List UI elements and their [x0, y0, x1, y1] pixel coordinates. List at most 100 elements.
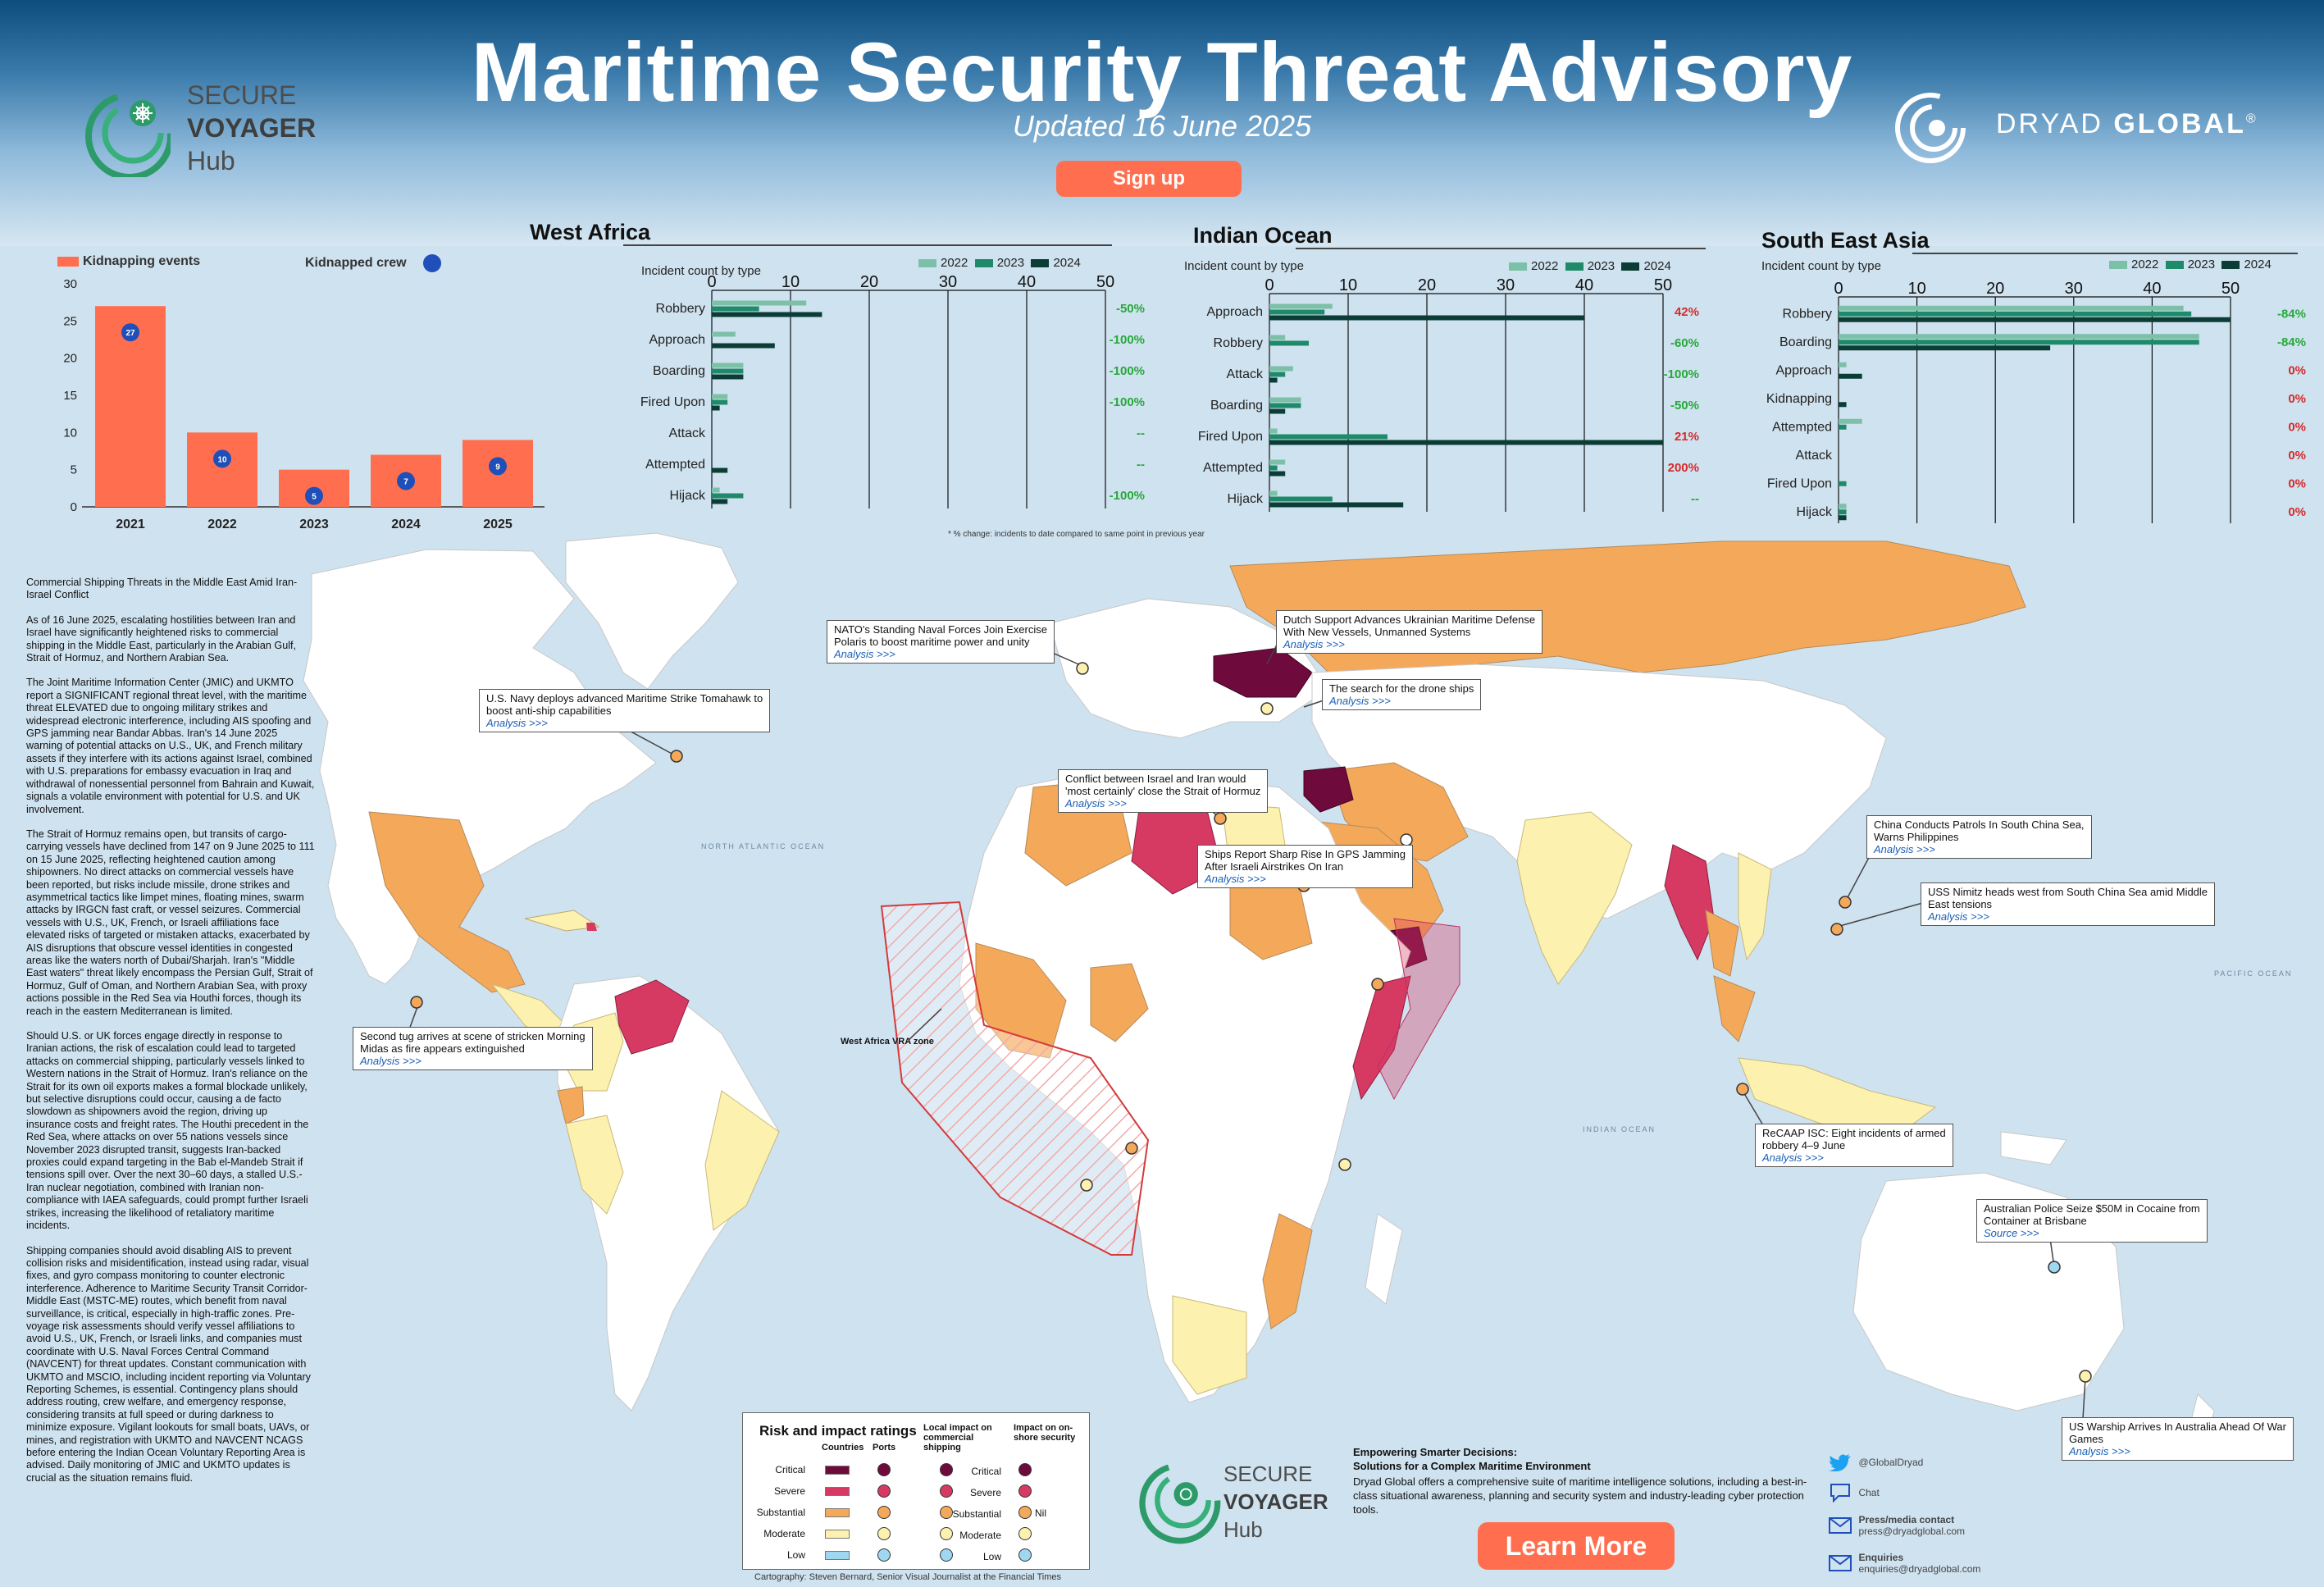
summary-heading: Commercial Shipping Threats in the Middl…	[26, 577, 298, 601]
news-us-warship[interactable]: US Warship Arrives In Australia Ahead Of…	[2062, 1417, 2294, 1461]
learn-more-button[interactable]: Learn More	[1478, 1522, 1675, 1570]
incident-bar	[712, 300, 807, 306]
land-se-asia	[1713, 975, 1756, 1042]
news-link[interactable]: Analysis >>>	[1283, 638, 1345, 650]
change-value: 0%	[2288, 449, 2306, 463]
land-europe	[1049, 598, 1329, 739]
level-low: Low	[786, 1549, 805, 1561]
land-brazil-coast	[704, 1090, 780, 1231]
x-tick-label: 0	[707, 273, 716, 291]
indian-ocean-title: Indian Ocean	[1193, 223, 1333, 248]
x-tick-label: 30	[939, 273, 957, 291]
news-link[interactable]: Analysis >>>	[834, 648, 895, 660]
cta-text: Empowering Smarter Decisions: Solutions …	[1353, 1446, 1807, 1516]
news-drone-ships[interactable]: The search for the drone ships Analysis >…	[1322, 679, 1482, 710]
x-tick-label: 50	[2221, 280, 2240, 298]
world-map: NORTH ATLANTIC OCEAN INDIAN OCEAN PACIFI…	[0, 525, 2324, 1587]
incident-bar	[712, 306, 759, 312]
change-value: --	[1691, 492, 1699, 506]
country-swatch-low	[825, 1551, 850, 1560]
press-contact[interactable]: Press/media contact press@dryadglobal.com	[1829, 1514, 1965, 1537]
news-brisbane-cocaine[interactable]: Australian Police Seize $50M in Cocaine …	[1976, 1199, 2208, 1243]
incident-bar	[1269, 397, 1301, 403]
shipping-icon-substantial	[940, 1506, 953, 1519]
secure-voyager-logo[interactable]: SECURE VOYAGER Hub	[72, 79, 316, 181]
connector-wa-zone	[908, 1008, 942, 1041]
incident-bar	[1269, 465, 1278, 471]
category-label: Attack	[669, 426, 706, 440]
news-hormuz[interactable]: Conflict between Israel and Iran would'm…	[1058, 769, 1269, 813]
onshore-icon-low	[1018, 1548, 1032, 1562]
news-link[interactable]: Analysis >>>	[2069, 1445, 2130, 1457]
kidnap-y-tick: 0	[71, 500, 77, 514]
incident-bar	[712, 368, 744, 374]
local-level-substantial: Substantial	[952, 1508, 1001, 1520]
news-link[interactable]: Analysis >>>	[360, 1055, 422, 1067]
change-value: -100%	[1110, 489, 1145, 503]
change-value: 42%	[1675, 305, 1699, 319]
twitter-contact[interactable]: @GlobalDryad	[1829, 1453, 1923, 1471]
port-marker	[1839, 896, 1852, 909]
incident-bar	[1839, 402, 1847, 408]
country-swatch-severe	[825, 1487, 850, 1496]
x-tick-label: 0	[1265, 276, 1274, 294]
category-label: Approach	[1207, 305, 1264, 319]
news-link[interactable]: Source >>>	[1984, 1227, 2039, 1239]
chat-icon	[1830, 1484, 1850, 1503]
category-label: Robbery	[656, 302, 705, 316]
incident-bar	[1839, 311, 2192, 317]
news-link[interactable]: Analysis >>>	[1762, 1151, 1824, 1164]
news-gps-jamming[interactable]: Ships Report Sharp Rise In GPS Jamming Af…	[1197, 845, 1413, 888]
change-value: 200%	[1668, 461, 1699, 475]
sea-year-legend: 2022 2023 2024	[2109, 258, 2272, 271]
x-tick-label: 40	[2143, 280, 2161, 298]
port-icon-low	[877, 1548, 891, 1562]
signup-button[interactable]: Sign up	[1056, 161, 1242, 197]
kidnap-x-tick: 2024	[391, 518, 421, 531]
summary-paragraph: As of 16 June 2025, escalating hostiliti…	[26, 613, 297, 664]
news-link[interactable]: Analysis >>>	[1928, 910, 1989, 923]
crew-dot	[397, 472, 415, 490]
north-atlantic-label: NORTH ATLANTIC OCEAN	[701, 842, 825, 851]
news-link[interactable]: Analysis >>>	[1065, 797, 1127, 809]
level-severe: Severe	[773, 1485, 805, 1497]
incident-bar	[1839, 418, 1862, 424]
news-link[interactable]: Analysis >>>	[1874, 843, 1935, 855]
shipping-icon-low	[940, 1548, 953, 1562]
enquiries-contact[interactable]: Enquiries enquiries@dryadglobal.com	[1829, 1552, 1980, 1575]
change-value: -50%	[1670, 399, 1699, 413]
chat-contact[interactable]: Chat	[1829, 1483, 1880, 1503]
news-dutch[interactable]: Dutch Support Advances Ukrainian Maritim…	[1276, 610, 1543, 654]
incident-bar	[712, 363, 744, 368]
land-southern-africa	[1172, 1295, 1247, 1395]
dryad-global-logo[interactable]: DRYAD GLOBAL®	[1891, 89, 2256, 171]
kidnap-y-tick: 5	[71, 463, 77, 477]
news-nato[interactable]: NATO's Standing Naval Forces Join Exerci…	[827, 620, 1055, 664]
x-tick-label: 0	[1834, 280, 1843, 298]
secure-voyager-logo-bottom[interactable]: SECURE VOYAGER Hub	[1133, 1457, 1328, 1551]
mail-icon	[1829, 1555, 1852, 1571]
country-swatch-moderate	[825, 1530, 850, 1539]
wa-vra-zone	[880, 901, 1150, 1256]
incident-bar	[712, 405, 720, 411]
news-morning-midas[interactable]: Second tug arrives at scene of stricken …	[353, 1027, 593, 1070]
news-tomahawk[interactable]: U.S. Navy deploys advanced Maritime Stri…	[479, 689, 771, 732]
category-label: Robbery	[1214, 336, 1263, 350]
port-marker	[1260, 702, 1274, 715]
incident-bar	[712, 487, 720, 493]
kidnap-y-tick: 30	[63, 277, 77, 291]
kidnap-x-tick: 2021	[116, 518, 145, 531]
news-china-patrols[interactable]: China Conducts Patrols In South China Se…	[1866, 815, 2092, 859]
news-recaap[interactable]: ReCAAP ISC: Eight incidents of armed robb…	[1755, 1124, 1953, 1167]
incident-bar	[1839, 373, 1862, 379]
port-icon-moderate	[877, 1527, 891, 1540]
land-mozambique	[1262, 1213, 1313, 1329]
port-markers	[410, 662, 2092, 1383]
news-link[interactable]: Analysis >>>	[486, 717, 548, 729]
news-link[interactable]: Analysis >>>	[1205, 873, 1266, 885]
category-label: Attempted	[1772, 420, 1832, 434]
news-link[interactable]: Analysis >>>	[1329, 695, 1391, 707]
io-risk-zone	[1377, 918, 1460, 1101]
incident-bar	[1269, 471, 1286, 477]
news-nimitz[interactable]: USS Nimitz heads west from South China S…	[1921, 882, 2216, 926]
